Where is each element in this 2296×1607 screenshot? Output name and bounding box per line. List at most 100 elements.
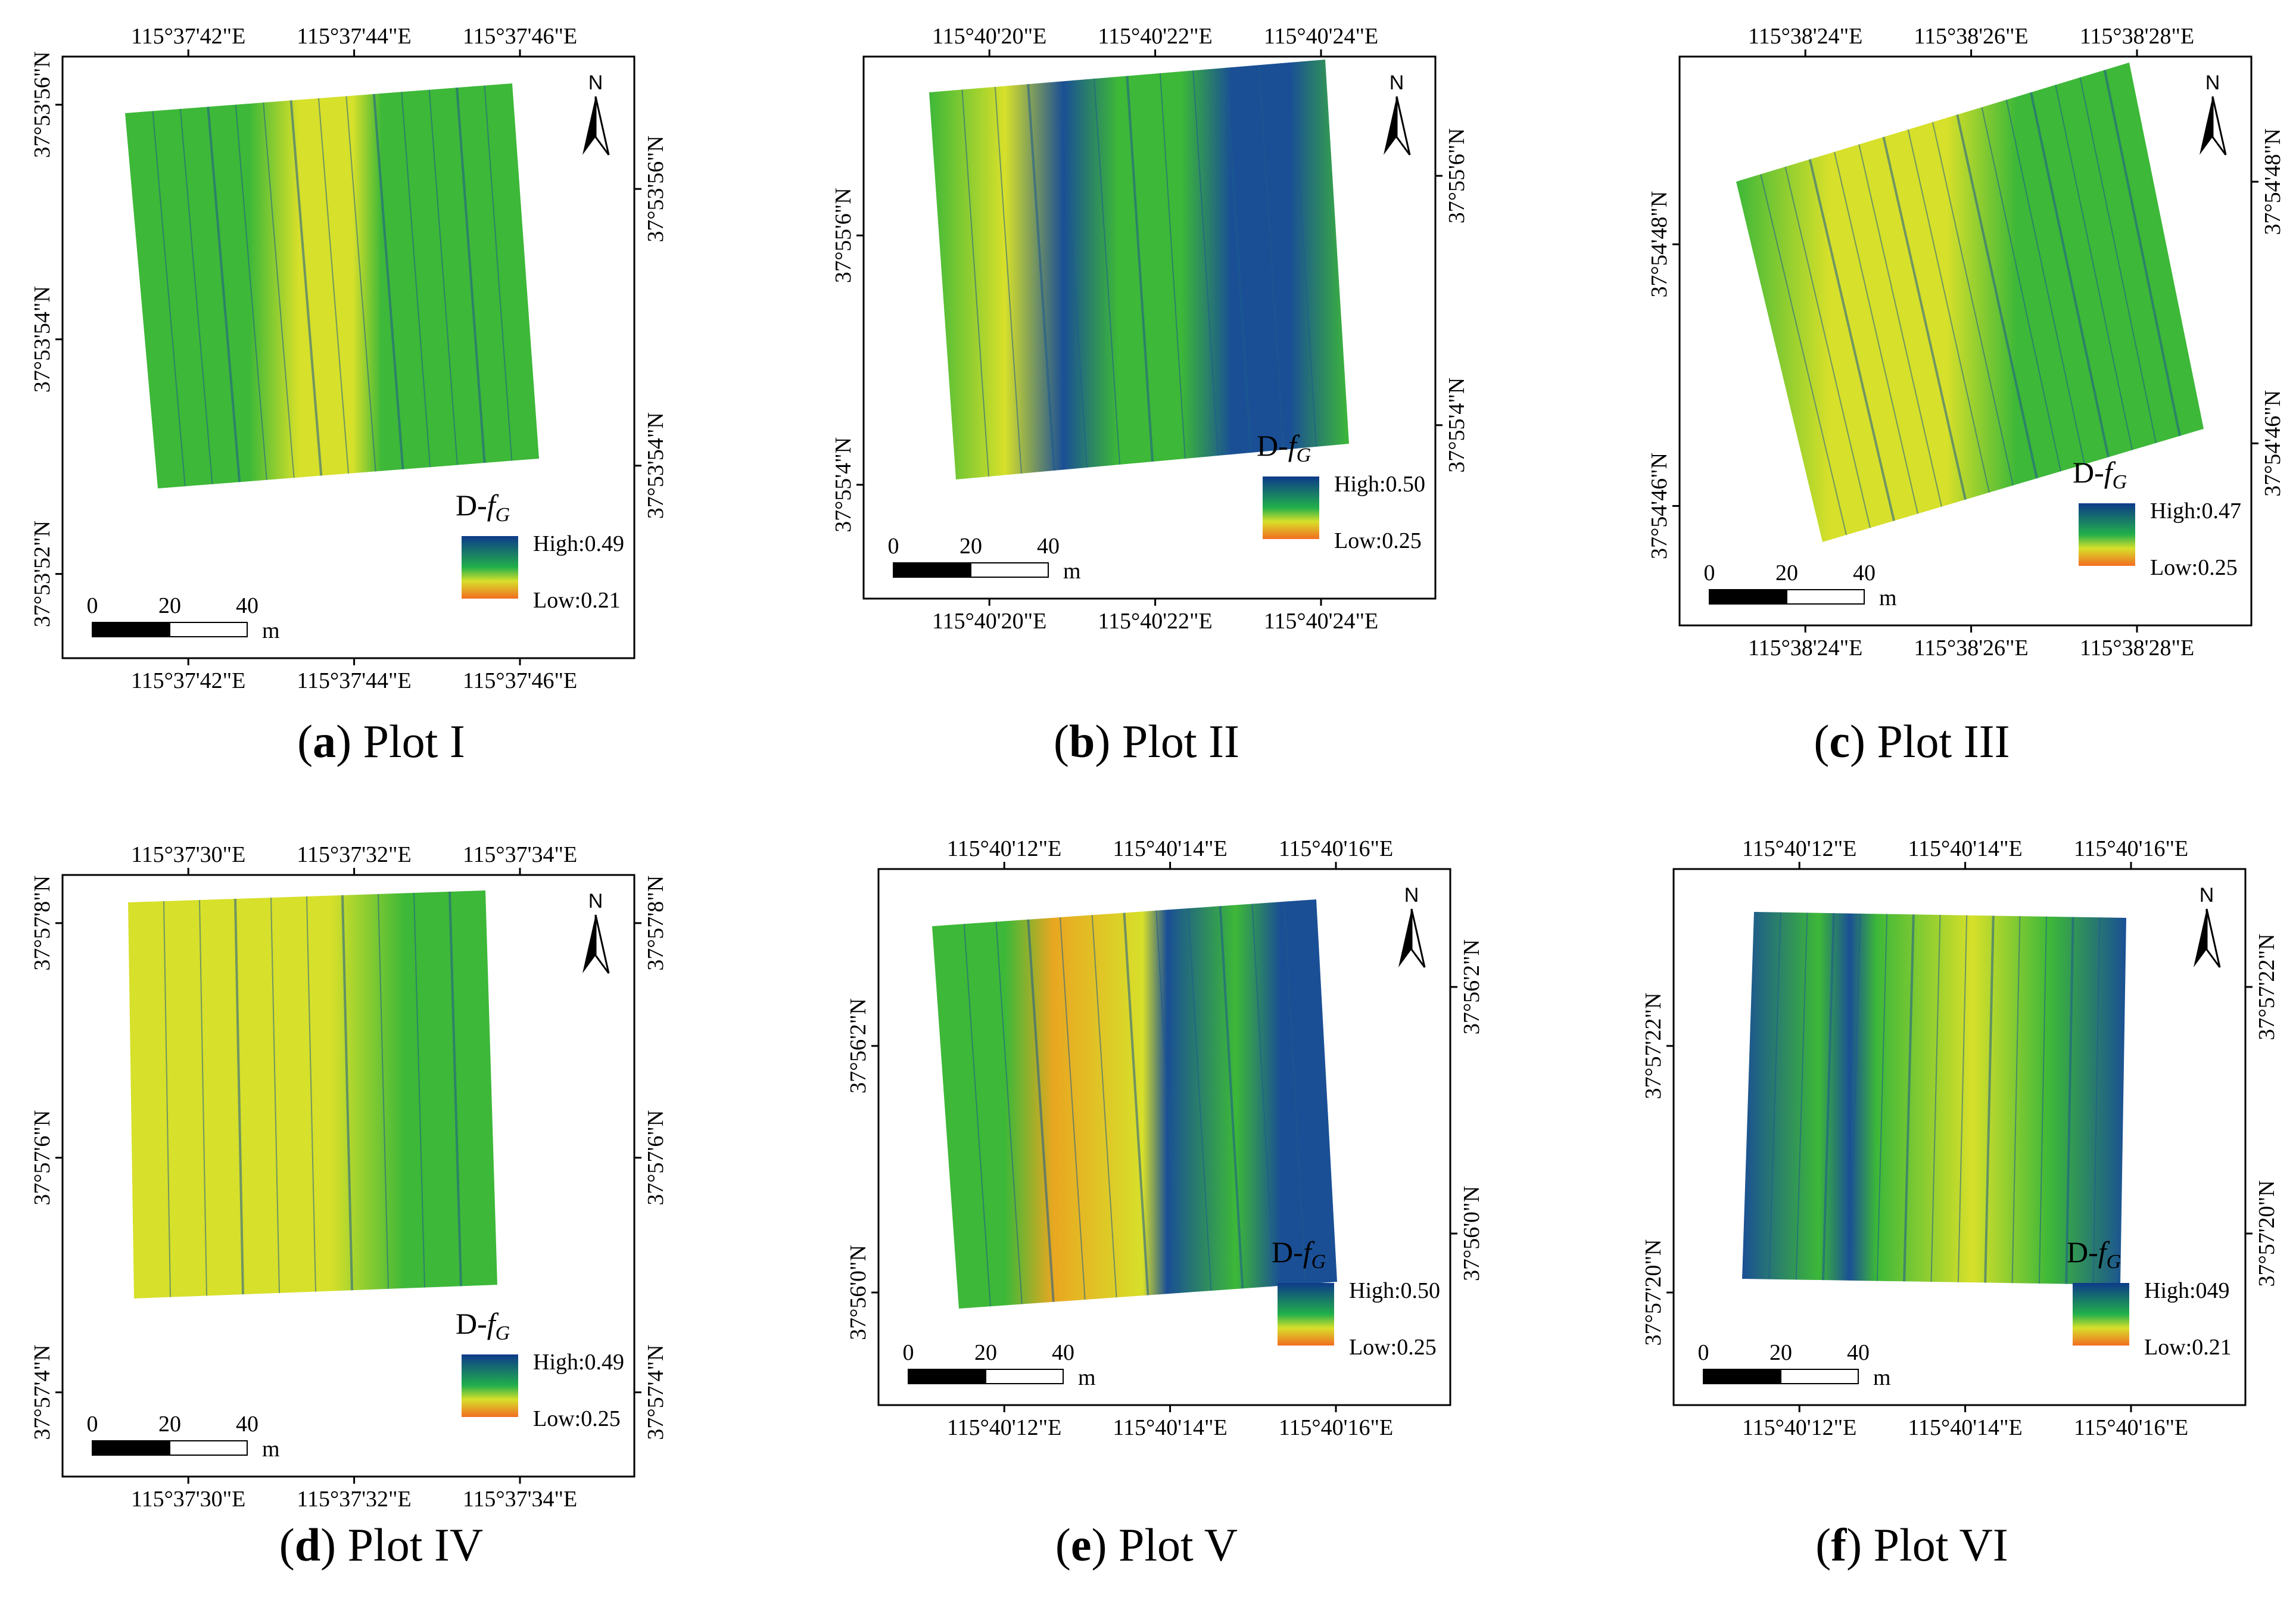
legend-title: D-fG: [456, 488, 510, 526]
crop-row-line: [413, 892, 425, 1288]
left-lat-label: 37°53'56"N: [30, 51, 55, 158]
top-lon-label: 115°38'24"E: [1748, 24, 1862, 49]
crop-row-line: [428, 89, 458, 465]
crop-row-line: [1027, 919, 1055, 1302]
crop-row-line: [1060, 917, 1086, 1300]
crop-row-line: [1822, 913, 1835, 1281]
legend-low: Low:0.25: [1334, 528, 1422, 553]
crop-row-line: [345, 96, 376, 472]
scale-bar: [1703, 1369, 1781, 1384]
crop-row-line: [1225, 67, 1252, 453]
top-lon-label: 115°40'16"E: [2074, 836, 2188, 861]
bottom-lon-label: 115°37'34"E: [463, 1487, 577, 1506]
caption-letter: e: [1070, 1519, 1092, 1571]
crop-row-line: [994, 86, 1022, 474]
crop-row-line: [1932, 122, 2014, 486]
crop-row-line: [1834, 151, 1918, 514]
legend-colorbar: [462, 1354, 518, 1417]
legend-low: Low:0.21: [2144, 1335, 2232, 1360]
scale-tick-label: 40: [1037, 534, 1060, 559]
crop-row-line: [1094, 79, 1120, 465]
top-lon-label: 115°37'34"E: [463, 842, 577, 867]
crop-row-line: [401, 92, 431, 468]
north-arrow-icon: [2205, 908, 2221, 968]
top-lon-label: 115°37'32"E: [297, 842, 411, 867]
north-arrow-icon: [1384, 96, 1397, 155]
crop-row-line: [152, 111, 186, 487]
legend-title: D-fG: [2073, 456, 2127, 493]
legend-colorbar: [1278, 1283, 1334, 1346]
top-lon-label: 115°40'16"E: [1279, 836, 1393, 861]
bottom-lon-label: 115°37'32"E: [297, 1487, 411, 1506]
north-arrow-icon: [582, 96, 596, 155]
crop-row-line: [1876, 914, 1888, 1281]
crop-row-line: [1981, 107, 2061, 472]
right-lat-label: 37°57'8"N: [643, 876, 668, 971]
scale-tick-label: 40: [1853, 560, 1876, 586]
bottom-lon-label: 115°40'12"E: [947, 1415, 1061, 1440]
north-arrow-icon: [582, 915, 596, 973]
north-label: N: [588, 71, 603, 94]
caption-text: Plot IV: [347, 1519, 484, 1571]
crop-row-line: [2005, 99, 2085, 465]
panel-caption: (c) Plot III: [1814, 715, 2010, 767]
crop-row-line: [1188, 908, 1212, 1291]
top-lon-label: 115°40'14"E: [1113, 836, 1227, 861]
crop-row-line: [963, 924, 991, 1307]
crop-row-line: [1123, 912, 1149, 1295]
top-lon-label: 115°40'12"E: [1742, 836, 1856, 861]
crop-row-line: [378, 893, 389, 1289]
scale-bar: [92, 622, 170, 637]
field-raster: [1736, 63, 2204, 542]
map-c: 115°38'24"E 115°38'26"E 115°38'28"E 115°38'…: [1647, 24, 2285, 661]
scale-tick-label: 0: [87, 593, 98, 618]
legend-high: High:0.49: [533, 531, 624, 556]
legend-title: D-fG: [1272, 1235, 1326, 1273]
scale-bar: [1780, 1369, 1859, 1384]
bottom-lon-label: 115°40'14"E: [1113, 1415, 1227, 1440]
legend-high: High:0.50: [1334, 472, 1425, 497]
left-lat-label: 37°57'6"N: [30, 1110, 55, 1206]
crop-row-line: [1760, 174, 1847, 535]
bottom-lon-label: 115°40'20"E: [932, 609, 1046, 634]
panel-d: 115°37'30"E 115°37'32"E 115°37'34"E 115°37'…: [0, 803, 762, 1607]
crop-row-line: [1956, 114, 2038, 479]
legend-colorbar: [2079, 503, 2135, 566]
north-label: N: [1390, 71, 1404, 94]
north-arrow-icon: [1398, 909, 1412, 967]
panel-caption: (e) Plot V: [1055, 1519, 1238, 1571]
legend-high: High:0.47: [2150, 499, 2241, 524]
bottom-lon-label: 115°38'28"E: [2080, 636, 2194, 661]
crop-row-line: [1784, 166, 1871, 528]
left-lat-label: 37°55'6"N: [831, 188, 856, 283]
scale-tick-label: 20: [158, 593, 181, 618]
scale-tick-label: 40: [1847, 1340, 1870, 1365]
crop-row-line: [163, 901, 171, 1297]
bottom-lon-label: 115°38'26"E: [1914, 636, 2028, 661]
top-lon-label: 115°37'30"E: [131, 842, 245, 867]
map-a: 115°37'42"E 115°37'44"E 115°37'46"E 115°37'…: [30, 24, 668, 693]
crop-row-line: [1159, 73, 1186, 459]
map-d: 115°37'30"E 115°37'32"E 115°37'34"E 115°37'…: [30, 842, 668, 1506]
left-lat-label: 37°53'54"N: [30, 286, 55, 393]
crop-row-line: [270, 897, 280, 1293]
crop-row-line: [1957, 915, 1968, 1282]
left-lat-label: 37°54'48"N: [1647, 191, 1672, 298]
crop-row-line: [199, 899, 207, 1296]
north-label: N: [588, 890, 603, 912]
crop-row-line: [1930, 914, 1941, 1282]
top-lon-label: 115°40'22"E: [1098, 24, 1212, 49]
field-raster: [128, 890, 497, 1298]
top-lon-label: 115°40'12"E: [947, 836, 1061, 861]
panel-e: 115°40'12"E 115°40'14"E 115°40'16"E 115°40'…: [765, 803, 1528, 1607]
crop-row-line: [961, 89, 989, 477]
crop-row-line: [2011, 916, 2021, 1284]
crop-row-line: [1907, 129, 1990, 493]
scale-tick-label: 0: [1698, 1340, 1709, 1365]
scale-tick-label: 20: [1769, 1340, 1792, 1365]
map-f: 115°40'12"E 115°40'14"E 115°40'16"E 115°40'…: [1641, 836, 2279, 1440]
map-e: 115°40'12"E 115°40'14"E 115°40'16"E 115°40'…: [846, 836, 1484, 1440]
caption-letter: a: [313, 715, 337, 767]
left-lat-label: 37°57'20"N: [1641, 1239, 1666, 1346]
crop-row-line: [1126, 76, 1154, 462]
